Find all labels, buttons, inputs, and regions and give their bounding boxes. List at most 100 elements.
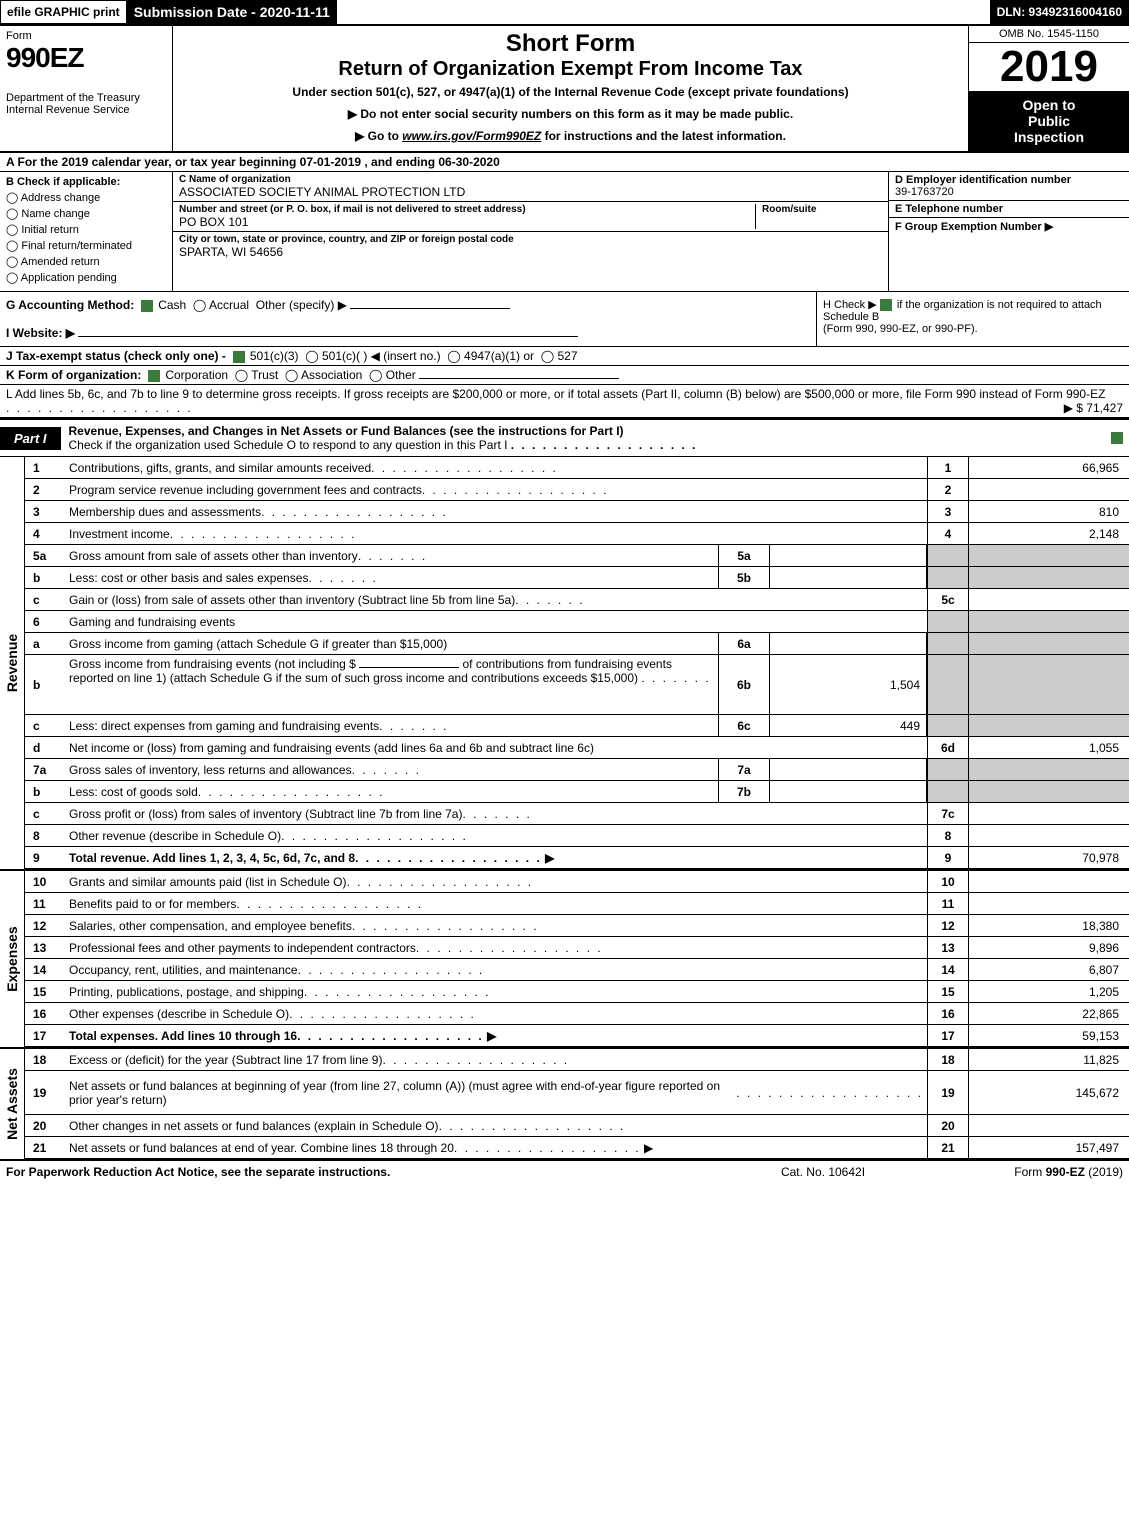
line-13-amount: 9,896 [969, 937, 1129, 959]
section-def: D Employer identification number 39-1763… [888, 172, 1129, 291]
submission-date: Submission Date - 2020-11-11 [127, 0, 337, 24]
line-19-amount: 145,672 [969, 1071, 1129, 1115]
line-10: 10 Grants and similar amounts paid (list… [25, 871, 1129, 893]
k-assoc-radio[interactable]: Association [285, 368, 362, 382]
section-h: H Check ▶ if the organization is not req… [816, 292, 1129, 346]
line-6d: d Net income or (loss) from gaming and f… [25, 737, 1129, 759]
line-12: 12 Salaries, other compensation, and emp… [25, 915, 1129, 937]
group-exemption-label: F Group Exemption Number ▶ [895, 220, 1123, 233]
part1-header: Part I Revenue, Expenses, and Changes in… [0, 418, 1129, 457]
accrual-radio[interactable]: Accrual [193, 298, 249, 312]
line-18-amount: 11,825 [969, 1049, 1129, 1071]
part1-title: Revenue, Expenses, and Changes in Net As… [69, 424, 624, 438]
g-label: G Accounting Method: [6, 298, 134, 312]
omb-number: OMB No. 1545-1150 [969, 26, 1129, 43]
k-other-input[interactable] [419, 378, 619, 379]
paperwork-notice: For Paperwork Reduction Act Notice, see … [6, 1165, 723, 1179]
revenue-section: Revenue 1 Contributions, gifts, grants, … [0, 457, 1129, 869]
k-corp-check[interactable] [148, 370, 160, 382]
tax-year: 2019 [969, 43, 1129, 91]
check-final-return[interactable]: Final return/terminated [6, 239, 166, 252]
expenses-side-label: Expenses [0, 871, 25, 1047]
6b-contrib-input[interactable] [359, 667, 459, 668]
line-6c-val: 449 [770, 715, 927, 737]
line-1: 1 Contributions, gifts, grants, and simi… [25, 457, 1129, 479]
line-9-amount: 70,978 [969, 847, 1129, 869]
line-17-amount: 59,153 [969, 1025, 1129, 1047]
line-14-amount: 6,807 [969, 959, 1129, 981]
j-501c-radio[interactable]: 501(c)( ) ◀ (insert no.) [305, 349, 440, 363]
line-7b: b Less: cost of goods sold 7b [25, 781, 1129, 803]
line-6a: a Gross income from gaming (attach Sched… [25, 633, 1129, 655]
row-gh: G Accounting Method: Cash Accrual Other … [0, 292, 1129, 347]
revenue-side-label: Revenue [0, 457, 25, 869]
line-4: 4 Investment income 4 2,148 [25, 523, 1129, 545]
line-13: 13 Professional fees and other payments … [25, 937, 1129, 959]
tel-label: E Telephone number [895, 203, 1123, 215]
org-name-label: C Name of organization [179, 174, 882, 185]
part1-badge: Part I [0, 427, 61, 450]
line-20-amount [969, 1115, 1129, 1137]
ein-label: D Employer identification number [895, 174, 1123, 186]
irs-link[interactable]: www.irs.gov/Form990EZ [402, 129, 541, 143]
org-name: ASSOCIATED SOCIETY ANIMAL PROTECTION LTD [179, 185, 882, 199]
city-label: City or town, state or province, country… [179, 234, 882, 245]
line-14: 14 Occupancy, rent, utilities, and maint… [25, 959, 1129, 981]
line-21: 21 Net assets or fund balances at end of… [25, 1137, 1129, 1159]
cash-checkbox[interactable] [141, 300, 153, 312]
line-5c: c Gain or (loss) from sale of assets oth… [25, 589, 1129, 611]
header-center: Short Form Return of Organization Exempt… [173, 26, 968, 151]
expenses-section: Expenses 10 Grants and similar amounts p… [0, 869, 1129, 1047]
line-1-amount: 66,965 [969, 457, 1129, 479]
ein-val: 39-1763720 [895, 186, 1123, 198]
short-form-title: Short Form [183, 30, 958, 58]
section-b: B Check if applicable: Address change Na… [0, 172, 173, 291]
k-trust-radio[interactable]: Trust [235, 368, 278, 382]
line-6c: c Less: direct expenses from gaming and … [25, 715, 1129, 737]
check-initial-return[interactable]: Initial return [6, 223, 166, 236]
line-3-amount: 810 [969, 501, 1129, 523]
website-input[interactable] [78, 336, 578, 337]
check-amended[interactable]: Amended return [6, 255, 166, 268]
line-5c-amount [969, 589, 1129, 611]
line-5b: b Less: cost or other basis and sales ex… [25, 567, 1129, 589]
l-value: ▶ $ 71,427 [1064, 401, 1123, 415]
h-checkbox[interactable] [880, 299, 892, 311]
line-6b-val: 1,504 [770, 655, 927, 715]
cat-no: Cat. No. 10642I [723, 1165, 923, 1179]
line-16: 16 Other expenses (describe in Schedule … [25, 1003, 1129, 1025]
line-6d-amount: 1,055 [969, 737, 1129, 759]
part1-sub: Check if the organization used Schedule … [69, 438, 508, 452]
line-11: 11 Benefits paid to or for members 11 [25, 893, 1129, 915]
addr-label: Number and street (or P. O. box, if mail… [179, 204, 749, 215]
k-other-radio[interactable]: Other [369, 368, 416, 382]
check-application-pending[interactable]: Application pending [6, 271, 166, 284]
j-4947-radio[interactable]: 4947(a)(1) or [447, 349, 534, 363]
section-j: J Tax-exempt status (check only one) - 5… [0, 347, 1129, 366]
line-21-amount: 157,497 [969, 1137, 1129, 1159]
section-a: A For the 2019 calendar year, or tax yea… [0, 153, 1129, 172]
form-label: Form [6, 30, 166, 42]
j-527-radio[interactable]: 527 [541, 349, 578, 363]
part1-checkbox[interactable] [1111, 432, 1123, 444]
pointer-ssn: ▶ Do not enter social security numbers o… [183, 107, 958, 121]
addr-val: PO BOX 101 [179, 215, 749, 229]
b-header: B Check if applicable: [6, 176, 166, 188]
subtitle: Under section 501(c), 527, or 4947(a)(1)… [183, 85, 958, 99]
room-label: Room/suite [762, 204, 882, 215]
line-5a: 5a Gross amount from sale of assets othe… [25, 545, 1129, 567]
check-address-change[interactable]: Address change [6, 191, 166, 204]
info-block: B Check if applicable: Address change Na… [0, 172, 1129, 292]
efile-button[interactable]: efile GRAPHIC print [0, 0, 127, 24]
line-15-amount: 1,205 [969, 981, 1129, 1003]
dept-treasury: Department of the Treasury [6, 92, 166, 104]
line-2-amount [969, 479, 1129, 501]
line-11-amount [969, 893, 1129, 915]
check-name-change[interactable]: Name change [6, 207, 166, 220]
line-7a: 7a Gross sales of inventory, less return… [25, 759, 1129, 781]
line-3: 3 Membership dues and assessments 3 810 [25, 501, 1129, 523]
other-specify-input[interactable] [350, 308, 510, 309]
line-15: 15 Printing, publications, postage, and … [25, 981, 1129, 1003]
page-footer: For Paperwork Reduction Act Notice, see … [0, 1159, 1129, 1183]
j-501c3-check[interactable] [233, 351, 245, 363]
